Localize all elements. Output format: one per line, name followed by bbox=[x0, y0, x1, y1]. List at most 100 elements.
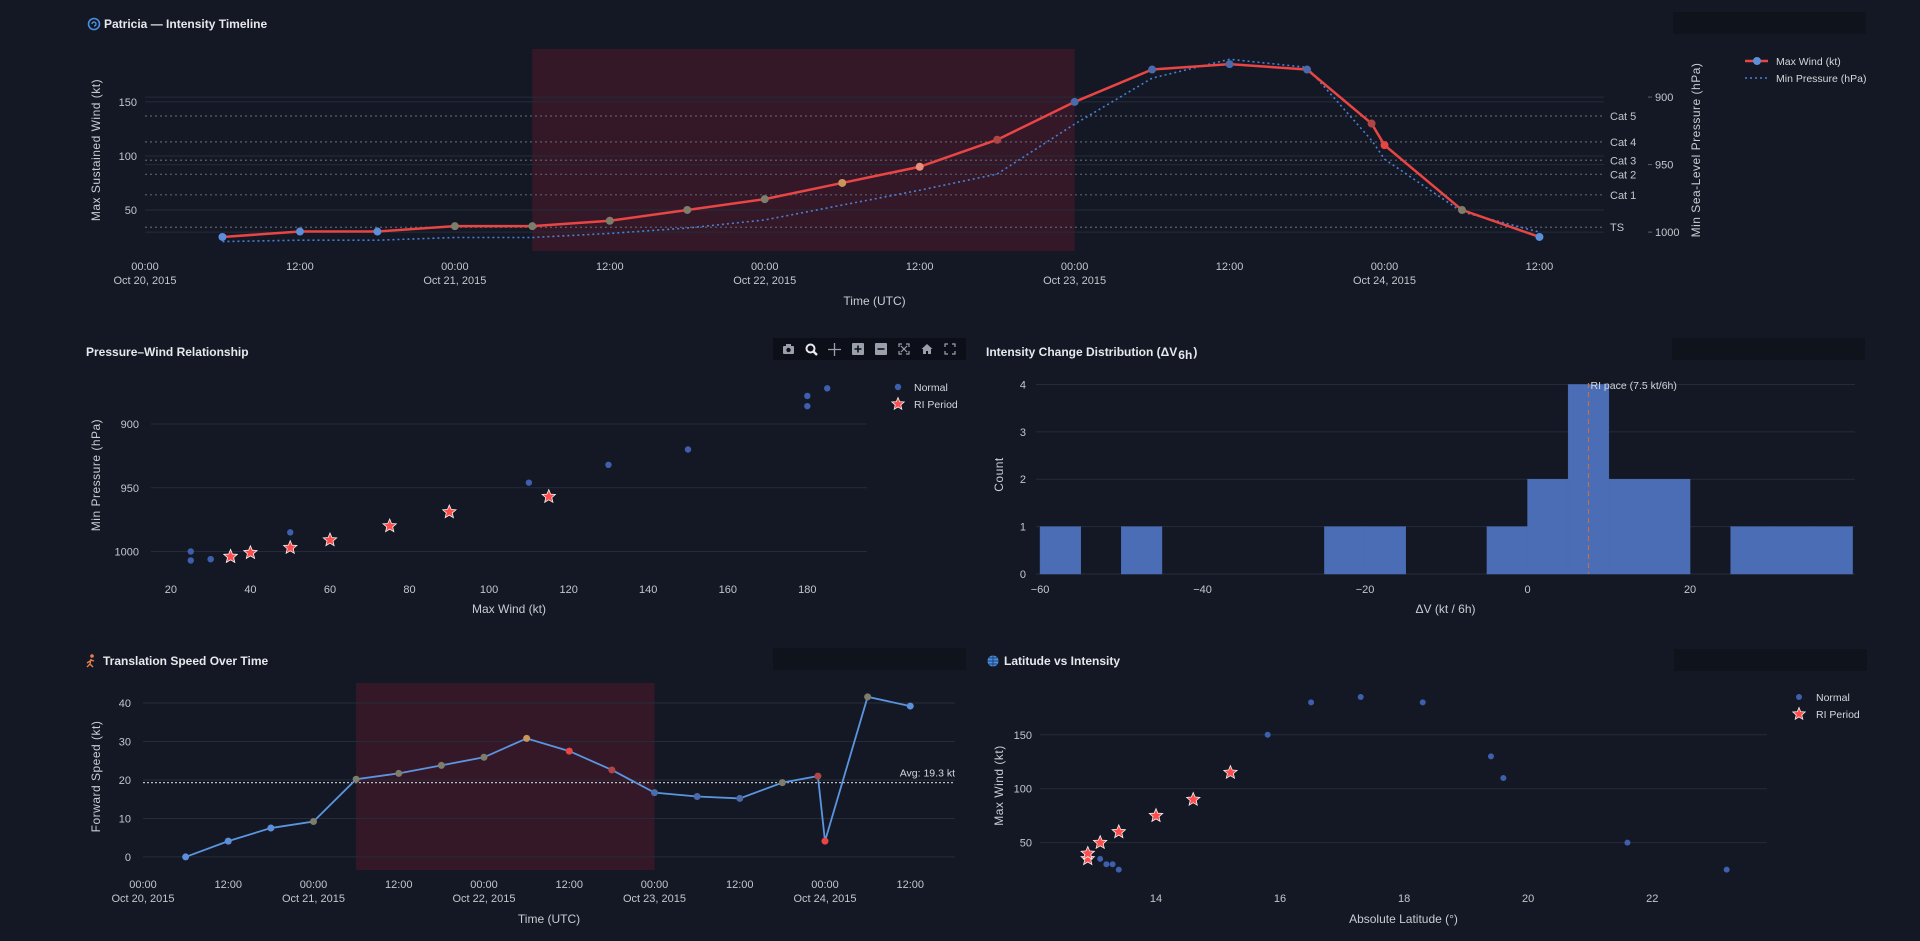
ri-pace-annotation: RI pace (7.5 kt/6h) bbox=[1591, 380, 1677, 392]
x-tick-label: −20 bbox=[1356, 584, 1375, 596]
x-tick-label: 12:00 bbox=[726, 879, 754, 891]
x-tick-date-label: Oct 23, 2015 bbox=[1043, 275, 1106, 287]
legend-label-ri: RI Period bbox=[914, 399, 958, 411]
histogram-bar bbox=[1527, 478, 1569, 575]
wind-data-point bbox=[1148, 65, 1157, 74]
x-tick-label: −60 bbox=[1031, 584, 1050, 596]
x-tick-label: 160 bbox=[719, 584, 737, 596]
x-tick-label: 00:00 bbox=[129, 879, 157, 891]
autoscale-icon[interactable] bbox=[897, 342, 911, 356]
y-tick-label: 150 bbox=[119, 97, 137, 109]
y-tick-label: 0 bbox=[1020, 569, 1026, 581]
x-tick-label: 12:00 bbox=[1216, 261, 1244, 273]
legend-label-wind: Max Wind (kt) bbox=[1776, 56, 1841, 68]
pan-icon[interactable] bbox=[828, 342, 842, 356]
y2-tick-label: 900 bbox=[1655, 92, 1673, 104]
wind-data-point bbox=[993, 135, 1002, 144]
x-tick-label: 12:00 bbox=[906, 261, 934, 273]
speed-data-point bbox=[821, 837, 829, 845]
x-tick-date-label: Oct 21, 2015 bbox=[423, 275, 486, 287]
category-label: TS bbox=[1610, 222, 1624, 234]
wind-data-point bbox=[1457, 205, 1466, 214]
hidden-modebar-speed bbox=[773, 648, 966, 670]
ri-period-shading bbox=[356, 683, 655, 870]
y-tick-label: 1 bbox=[1020, 522, 1026, 534]
normal-data-point bbox=[1624, 839, 1631, 846]
y-tick-label: 100 bbox=[119, 151, 137, 163]
fullscreen-icon[interactable] bbox=[943, 342, 957, 356]
y-tick-label: 1000 bbox=[115, 547, 139, 559]
y-tick-label: 10 bbox=[119, 813, 131, 825]
ri-data-point bbox=[1148, 807, 1164, 823]
y-tick-label: 40 bbox=[119, 698, 131, 710]
ri-data-point bbox=[282, 539, 298, 555]
speed-data-point bbox=[480, 753, 488, 761]
normal-data-point bbox=[605, 461, 612, 468]
speed-data-point bbox=[906, 702, 914, 710]
chart-title: Translation Speed Over Time bbox=[103, 654, 268, 668]
normal-data-point bbox=[287, 529, 294, 536]
normal-data-point bbox=[1115, 866, 1122, 873]
normal-data-point bbox=[1419, 699, 1426, 706]
x-tick-date-label: Oct 24, 2015 bbox=[793, 893, 856, 905]
x-tick-label: 00:00 bbox=[641, 879, 669, 891]
zoom-icon[interactable] bbox=[805, 342, 819, 356]
hidden-modebar-timeline bbox=[1673, 12, 1866, 34]
normal-data-point bbox=[1487, 753, 1494, 760]
ri-data-point bbox=[541, 488, 557, 504]
x-tick-label: 22 bbox=[1646, 893, 1658, 905]
ri-data-point bbox=[1092, 834, 1108, 850]
category-label: Cat 2 bbox=[1610, 169, 1636, 181]
y-tick-label: 100 bbox=[1014, 784, 1032, 796]
histogram-bar bbox=[1121, 526, 1163, 575]
speed-data-point bbox=[352, 775, 360, 783]
category-label: Cat 1 bbox=[1610, 190, 1636, 202]
x-tick-date-label: Oct 21, 2015 bbox=[282, 893, 345, 905]
histogram-bar bbox=[1771, 526, 1813, 575]
x-axis-title: Time (UTC) bbox=[518, 912, 580, 926]
speed-data-point bbox=[523, 734, 531, 742]
speed-data-point bbox=[565, 747, 573, 755]
x-tick-label: 80 bbox=[403, 584, 415, 596]
legend-normal-marker bbox=[1796, 694, 1802, 700]
wind-data-point bbox=[1225, 60, 1234, 69]
x-tick-label: 40 bbox=[244, 584, 256, 596]
globe-icon bbox=[987, 655, 999, 667]
x-tick-label: 00:00 bbox=[751, 261, 779, 273]
chart-title: Pressure–Wind Relationship bbox=[86, 345, 249, 359]
y2-axis-title: Min Sea-Level Pressure (hPa) bbox=[1689, 63, 1703, 238]
home-icon[interactable] bbox=[920, 342, 934, 356]
average-annotation: Avg: 19.3 kt bbox=[900, 768, 955, 780]
pressure-line bbox=[222, 58, 1540, 243]
wind-data-point bbox=[1367, 119, 1376, 128]
category-label: Cat 5 bbox=[1610, 111, 1636, 123]
chart-title: Patricia — Intensity Timeline bbox=[104, 17, 267, 31]
x-tick-label: 16 bbox=[1274, 893, 1286, 905]
speed-data-point bbox=[650, 789, 658, 797]
chart-title: Intensity Change Distribution (ΔV bbox=[986, 345, 1177, 359]
normal-data-point bbox=[1264, 731, 1271, 738]
zoom-in-icon[interactable] bbox=[851, 342, 865, 356]
legend-label-normal: Normal bbox=[1816, 692, 1850, 704]
x-tick-label: 140 bbox=[639, 584, 657, 596]
wind-data-point bbox=[1535, 232, 1544, 241]
zoom-out-icon[interactable] bbox=[874, 342, 888, 356]
x-tick-date-label: Oct 23, 2015 bbox=[623, 893, 686, 905]
y-axis-title: Forward Speed (kt) bbox=[89, 721, 103, 833]
runner-icon bbox=[86, 654, 95, 668]
normal-data-point bbox=[1097, 855, 1104, 862]
x-tick-label: 00:00 bbox=[441, 261, 469, 273]
x-tick-label: 00:00 bbox=[1061, 261, 1089, 273]
x-tick-label: 20 bbox=[165, 584, 177, 596]
hidden-modebar-latitude bbox=[1674, 649, 1867, 671]
x-tick-label: 00:00 bbox=[131, 261, 159, 273]
histogram-bar bbox=[1567, 384, 1610, 575]
camera-icon[interactable] bbox=[782, 342, 796, 356]
ri-data-point bbox=[222, 548, 239, 564]
x-tick-date-label: Oct 22, 2015 bbox=[733, 275, 796, 287]
y2-tick-label: 1000 bbox=[1655, 227, 1679, 239]
ri-data-point bbox=[1111, 823, 1127, 839]
ri-data-point bbox=[322, 531, 338, 547]
wind-data-point bbox=[915, 162, 924, 171]
speed-data-point bbox=[309, 818, 317, 826]
